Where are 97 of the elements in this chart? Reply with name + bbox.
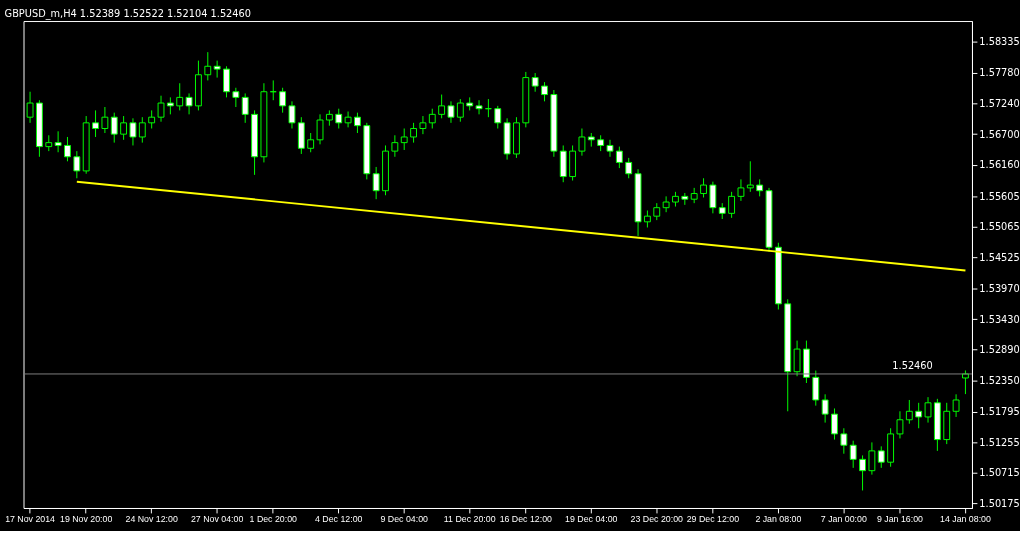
candlestick <box>700 177 707 198</box>
candlestick <box>615 146 623 169</box>
candlestick <box>475 99 483 115</box>
candlestick <box>307 132 315 153</box>
x-tick-label: 4 Dec 12:00 <box>315 514 363 525</box>
candlestick <box>241 92 249 124</box>
y-tick-label: 1.52350 <box>979 374 1020 386</box>
candlestick <box>447 100 455 124</box>
candlestick <box>737 178 745 202</box>
y-tick-label: 1.56160 <box>979 159 1020 171</box>
candlestick <box>859 454 866 491</box>
y-tick-label: 1.57240 <box>979 98 1020 110</box>
x-tick-label: 19 Dec 04:00 <box>565 514 618 525</box>
candlestick <box>110 112 118 144</box>
y-tick-label: 1.55065 <box>979 221 1020 233</box>
candlestick <box>148 109 156 129</box>
candlestick <box>288 100 296 129</box>
y-tick-label: 1.50175 <box>979 497 1020 509</box>
candlestick <box>354 112 361 134</box>
candlestick <box>400 128 408 151</box>
candlestick <box>746 160 754 193</box>
candlestick <box>877 445 885 469</box>
candlestick <box>372 166 380 200</box>
x-tick-label: 9 Dec 04:00 <box>380 514 429 525</box>
y-tick-label: 1.56700 <box>979 128 1020 140</box>
candlestick <box>279 87 287 114</box>
candlestick <box>138 116 146 144</box>
candlestick <box>606 139 614 158</box>
candlestick <box>223 65 230 98</box>
x-tick-label: 9 Jan 16:00 <box>876 514 924 525</box>
candlestick <box>213 60 221 79</box>
y-tick-label: 1.55605 <box>979 190 1020 202</box>
candlestick <box>709 181 717 214</box>
candlestick <box>204 51 212 81</box>
x-tick-label: 11 Dec 20:00 <box>443 514 496 525</box>
candlestick <box>73 150 81 179</box>
y-tick-label: 1.51255 <box>979 436 1020 448</box>
x-tick-label: 16 Dec 12:00 <box>499 514 553 525</box>
candlestick <box>952 393 960 418</box>
y-tick-label: 1.53970 <box>979 282 1020 294</box>
y-tick-label: 1.57780 <box>979 67 1020 79</box>
y-tick-label: 1.51795 <box>979 406 1020 417</box>
candlestick <box>101 106 109 134</box>
candlestick <box>905 399 913 425</box>
candlestick <box>185 92 193 115</box>
x-tick-label: 14 Jan 08:00 <box>940 514 991 525</box>
ref-line-label: 1.52460 <box>892 360 933 372</box>
candlestick <box>662 195 670 213</box>
candlestick <box>232 87 240 108</box>
candlestick <box>728 191 736 219</box>
candlestick <box>316 113 324 145</box>
candlestick <box>915 402 923 429</box>
candlestick <box>391 134 399 158</box>
candlestick <box>541 81 548 102</box>
candlestick <box>419 115 427 135</box>
chart-title: GBPUSD_m,H4 1.52389 1.52522 1.52104 1.52460 <box>4 8 252 21</box>
candlestick <box>335 108 343 129</box>
candlestick <box>176 82 184 111</box>
x-tick-label: 19 Nov 20:00 <box>60 514 113 525</box>
candlestick <box>456 98 464 123</box>
candlestick <box>54 130 62 153</box>
candlestick <box>868 441 876 476</box>
x-tick-label: 7 Jan 00:00 <box>820 514 867 525</box>
candlestick <box>840 427 848 455</box>
x-tick-label: 27 Nov 04:00 <box>190 514 244 525</box>
candlestick <box>120 115 128 141</box>
candlestick <box>531 72 539 93</box>
candlestick <box>26 91 34 124</box>
y-tick-label: 1.50715 <box>979 467 1020 479</box>
y-tick-label: 1.52890 <box>979 344 1020 356</box>
candlestick <box>64 136 71 162</box>
candlestick <box>625 157 633 179</box>
x-tick-label: 2 Jan 08:00 <box>755 514 802 525</box>
candlestick <box>410 122 417 144</box>
candlestick <box>344 111 352 128</box>
y-tick-label: 1.54525 <box>979 251 1020 263</box>
candlestick <box>494 105 502 129</box>
candlestick <box>812 370 820 407</box>
candlestick <box>821 393 829 424</box>
candlestick <box>428 108 436 129</box>
candlestick <box>92 109 99 138</box>
y-tick-label: 1.53430 <box>979 313 1020 325</box>
x-tick-label: 1 Dec 20:00 <box>249 514 298 525</box>
x-tick-label: 29 Dec 12:00 <box>686 514 740 525</box>
candlestick <box>924 396 932 424</box>
candlestick <box>578 128 586 157</box>
candlestick <box>896 410 904 439</box>
candlestick <box>157 95 165 123</box>
y-tick-label: 1.58335 <box>979 36 1020 48</box>
x-tick-label: 24 Nov 12:00 <box>125 514 178 525</box>
candlestick <box>129 117 137 146</box>
x-tick-label: 17 Nov 2014 <box>5 514 56 525</box>
candlestick <box>438 94 446 119</box>
candlestick <box>831 407 838 441</box>
candlestick <box>849 440 857 469</box>
candlestick <box>793 340 801 377</box>
x-tick-label: 23 Dec 20:00 <box>630 514 684 525</box>
